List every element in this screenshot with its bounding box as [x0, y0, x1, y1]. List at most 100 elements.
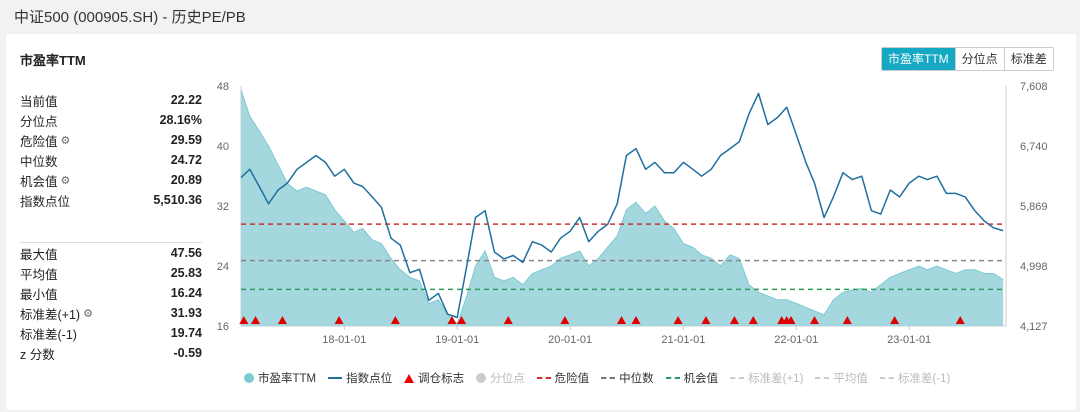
rebalance-marker — [810, 316, 820, 324]
rebalance-marker — [786, 316, 796, 324]
pe-line — [240, 89, 1004, 325]
triangle-icon — [404, 373, 415, 383]
x-tick-label: 21-01-01 — [661, 334, 705, 346]
legend-label: 标准差(+1) — [748, 373, 804, 385]
stat-value: 16.24 — [170, 286, 202, 300]
legend-item-std-minus[interactable]: 标准差(-1) — [879, 370, 951, 386]
legend-item-index[interactable]: 指数点位 — [328, 370, 392, 386]
stat-min: 最小值 16.24 — [20, 283, 202, 303]
stat-label: z 分数 — [20, 347, 55, 362]
left-tick-label: 32 — [217, 201, 229, 213]
x-tick-label: 20-01-01 — [548, 334, 592, 346]
legend-item-opportunity[interactable]: 机会值 — [665, 370, 718, 386]
stat-label: 当前值 — [20, 94, 58, 109]
right-tick-label: 6,740 — [1020, 141, 1048, 153]
left-tick-label: 16 — [217, 321, 229, 333]
rebalance-marker — [390, 316, 400, 324]
rebalance-marker — [748, 316, 758, 324]
stat-current-value: 当前值 22.22 — [20, 90, 202, 110]
rebalance-marker — [239, 316, 249, 324]
rebalance-marker — [842, 316, 852, 324]
rebalance-marker — [955, 316, 965, 324]
rebalance-marker — [560, 316, 570, 324]
stat-std-plus: 标准差(+1) ⚙ 31.93 — [20, 303, 202, 323]
stat-value: 22.22 — [170, 93, 202, 107]
stats-current: 当前值 22.22 分位点 28.16% 危险值 ⚙ 29.59 中位数 24.… — [20, 90, 202, 210]
x-tick-label: 18-01-01 — [322, 334, 366, 346]
legend-item-mean[interactable]: 平均值 — [815, 370, 868, 386]
rebalance-marker — [631, 316, 641, 324]
index-line — [240, 92, 1004, 319]
x-tick-label: 19-01-01 — [435, 334, 479, 346]
legend-item-std-plus[interactable]: 标准差(+1) — [730, 370, 803, 386]
pe-chart[interactable]: 16 24 32 40 48 4,127 4,998 5,869 6,740 7,608 18-01… — [206, 76, 1066, 366]
pe-card: 市盈率TTM 市盈率TTM 分位点 标准差 当前值 22.22 分位点 28.1… — [6, 34, 1076, 410]
right-tick-label: 5,869 — [1020, 201, 1048, 213]
stat-label: 分位点 — [20, 114, 58, 129]
rebalance-marker — [447, 316, 457, 324]
stat-value: 25.83 — [170, 266, 202, 280]
rebalance-marker — [277, 316, 287, 324]
x-tick-label: 22-01-01 — [774, 334, 818, 346]
rebalance-marker — [334, 316, 344, 324]
x-tick-label: 23-01-01 — [887, 334, 931, 346]
legend-label: 标准差(-1) — [897, 373, 951, 385]
stat-label: 标准差(+1) — [20, 307, 81, 322]
stat-mean: 平均值 25.83 — [20, 263, 202, 283]
gear-icon[interactable]: ⚙ — [83, 307, 93, 320]
legend-label: 危险值 — [554, 373, 590, 385]
stat-max: 最大值 47.56 — [20, 243, 202, 263]
section-title: 市盈率TTM — [20, 53, 86, 68]
legend-label: 中位数 — [619, 373, 654, 385]
right-tick-label: 7,608 — [1020, 81, 1048, 93]
dash-icon — [601, 377, 616, 379]
rebalance-marker — [251, 316, 261, 324]
rebalance-marker — [701, 316, 711, 324]
tab-std-dev[interactable]: 标准差 — [1003, 48, 1053, 70]
stat-label: 机会值 — [20, 174, 58, 189]
rebalance-marker — [890, 316, 900, 324]
legend-item-percentile[interactable]: 分位点 — [476, 370, 525, 386]
legend-item-danger[interactable]: 危险值 — [536, 370, 590, 386]
stat-percentile: 分位点 28.16% — [20, 110, 202, 130]
stat-value: 31.93 — [170, 306, 202, 320]
dash-icon — [815, 377, 830, 379]
left-tick-label: 24 — [217, 261, 229, 273]
rebalance-marker — [729, 316, 739, 324]
legend-item-median[interactable]: 中位数 — [601, 370, 654, 386]
legend-label: 分位点 — [490, 373, 525, 385]
rebalance-marker — [673, 316, 683, 324]
legend-item-pe[interactable]: 市盈率TTM — [244, 370, 316, 386]
stat-value: -0.59 — [173, 346, 203, 360]
stat-z-score: z 分数 -0.59 — [20, 343, 202, 363]
gear-icon[interactable]: ⚙ — [60, 134, 71, 147]
stat-label: 标准差(-1) — [20, 327, 77, 342]
legend-label: 指数点位 — [346, 373, 393, 385]
stat-label: 危险值 — [20, 134, 58, 149]
stats-history: 最大值 47.56 平均值 25.83 最小值 16.24 标准差(+1) ⚙ … — [20, 242, 202, 363]
pe-chart-area[interactable]: 16 24 32 40 48 4,127 4,998 5,869 6,740 7,608 18-01… — [206, 76, 1066, 366]
stat-value: 20.89 — [170, 173, 202, 187]
stat-value: 28.16% — [159, 113, 202, 127]
left-tick-label: 48 — [217, 81, 229, 93]
gear-icon[interactable]: ⚙ — [60, 174, 71, 187]
dot-icon — [244, 373, 254, 383]
tab-pe-ttm[interactable]: 市盈率TTM — [882, 48, 955, 70]
dot-icon — [476, 373, 487, 383]
tab-percentile[interactable]: 分位点 — [954, 48, 1004, 70]
stat-value: 29.59 — [170, 133, 202, 147]
stat-label: 指数点位 — [20, 194, 71, 209]
dash-icon — [879, 377, 894, 379]
legend-label: 调仓标志 — [418, 373, 465, 385]
metric-tabs: 市盈率TTM 分位点 标准差 — [881, 47, 1054, 71]
legend-label: 市盈率TTM — [258, 373, 317, 385]
rebalance-marker — [503, 316, 513, 324]
stat-value: 24.72 — [170, 153, 202, 167]
dash-icon — [730, 377, 745, 379]
chart-legend: 市盈率TTM 指数点位 调仓标志 分位点 危险值 中位数 机会值 标准差(+1 — [244, 370, 950, 386]
stat-label: 最小值 — [20, 287, 58, 302]
left-tick-label: 40 — [217, 141, 229, 153]
stat-opportunity: 机会值 ⚙ 20.89 — [20, 170, 202, 190]
legend-item-rebalance[interactable]: 调仓标志 — [404, 370, 464, 386]
legend-label: 平均值 — [833, 373, 868, 385]
